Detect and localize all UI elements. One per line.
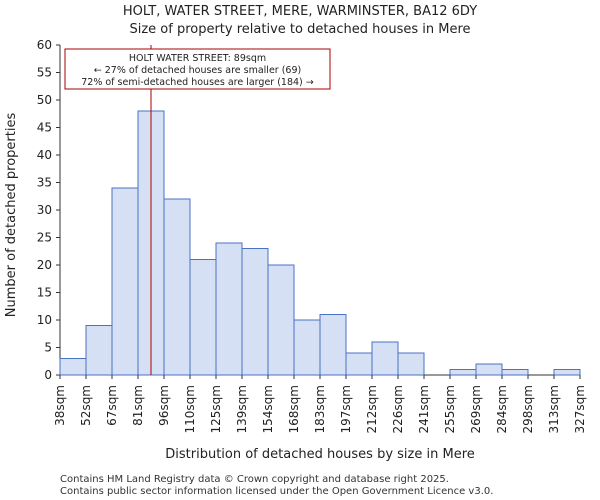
- x-tick-label: 197sqm: [339, 385, 353, 433]
- y-tick-label: 35: [37, 176, 52, 190]
- x-tick-label: 168sqm: [287, 385, 301, 433]
- bar: [267, 264, 295, 376]
- x-tick-label: 38sqm: [53, 385, 67, 426]
- bar: [319, 314, 347, 376]
- bar: [371, 341, 399, 376]
- y-tick-label: 0: [44, 368, 52, 382]
- x-tick-label: 125sqm: [209, 385, 223, 433]
- x-tick-label: 212sqm: [365, 385, 379, 433]
- x-tick-label: 241sqm: [417, 385, 431, 433]
- chart-title: HOLT, WATER STREET, MERE, WARMINSTER, BA…: [123, 4, 477, 19]
- footer-line-2: Contains public sector information licen…: [60, 486, 493, 497]
- x-tick-label: 269sqm: [469, 385, 483, 433]
- annotation-box: [64, 48, 331, 90]
- y-tick-label: 30: [37, 203, 52, 217]
- y-axis-label: Number of detached properties: [4, 113, 19, 318]
- x-tick-label: 52sqm: [79, 385, 93, 426]
- y-tick-label: 15: [37, 286, 52, 300]
- bar: [59, 358, 87, 376]
- y-tick-label: 10: [37, 313, 52, 327]
- x-tick-label: 96sqm: [157, 385, 171, 426]
- bar: [189, 259, 217, 376]
- bar: [397, 352, 425, 376]
- y-tick-label: 60: [37, 38, 52, 52]
- annotation-line-2: ← 27% of detached houses are smaller (69…: [94, 65, 301, 76]
- x-tick-label: 226sqm: [391, 385, 405, 433]
- y-tick-label: 25: [37, 231, 52, 245]
- chart-subtitle: Size of property relative to detached ho…: [129, 22, 470, 37]
- y-tick-label: 45: [37, 121, 52, 135]
- bar: [85, 325, 113, 376]
- bar: [111, 187, 139, 376]
- bar: [215, 242, 243, 376]
- y-tick-label: 50: [37, 93, 52, 107]
- bar: [345, 352, 373, 376]
- x-tick-label: 154sqm: [261, 385, 275, 433]
- y-tick-label: 5: [44, 341, 52, 355]
- x-tick-label: 313sqm: [547, 385, 561, 433]
- x-tick-label: 327sqm: [573, 385, 587, 433]
- x-tick-label: 67sqm: [105, 385, 119, 426]
- x-tick-label: 284sqm: [495, 385, 509, 433]
- x-tick-label: 298sqm: [521, 385, 535, 433]
- annotation-line-1: HOLT WATER STREET: 89sqm: [129, 53, 266, 64]
- bar: [293, 319, 321, 376]
- footer-line-1: Contains HM Land Registry data © Crown c…: [60, 474, 449, 485]
- x-tick-label: 110sqm: [183, 385, 197, 433]
- bar: [553, 369, 581, 376]
- x-tick-label: 183sqm: [313, 385, 327, 433]
- x-tick-label: 81sqm: [131, 385, 145, 426]
- x-axis-label: Distribution of detached houses by size …: [165, 447, 475, 462]
- bar: [475, 363, 503, 376]
- annotation-line-3: 72% of semi-detached houses are larger (…: [81, 77, 314, 88]
- x-tick-label: 255sqm: [443, 385, 457, 433]
- bar: [163, 198, 191, 376]
- y-tick-label: 40: [37, 148, 52, 162]
- plot-area: 0 5 10 15 20 25 30 35 40 45 50 55 60 38sqm 52sqm 67sqm 8…: [37, 38, 587, 433]
- bar: [241, 248, 269, 376]
- x-tick-label: 139sqm: [235, 385, 249, 433]
- bar: [501, 369, 529, 376]
- y-tick-label: 55: [37, 66, 52, 80]
- y-tick-label: 20: [37, 258, 52, 272]
- bar: [449, 369, 477, 376]
